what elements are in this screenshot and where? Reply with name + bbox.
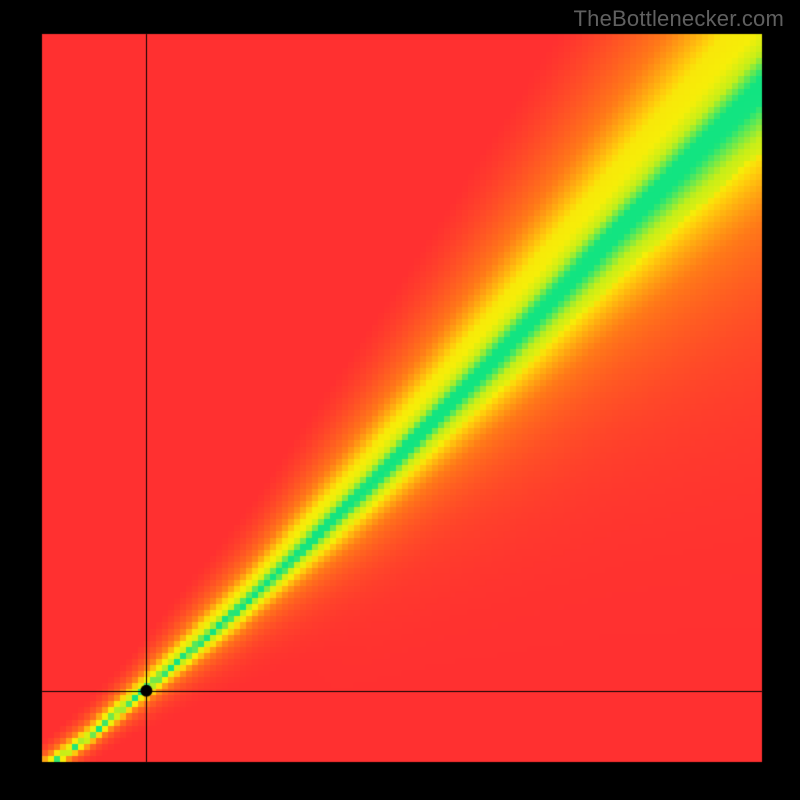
watermark-text: TheBottlenecker.com [574, 6, 784, 32]
figure-frame: TheBottlenecker.com [0, 0, 800, 800]
overlay-canvas [0, 0, 800, 800]
